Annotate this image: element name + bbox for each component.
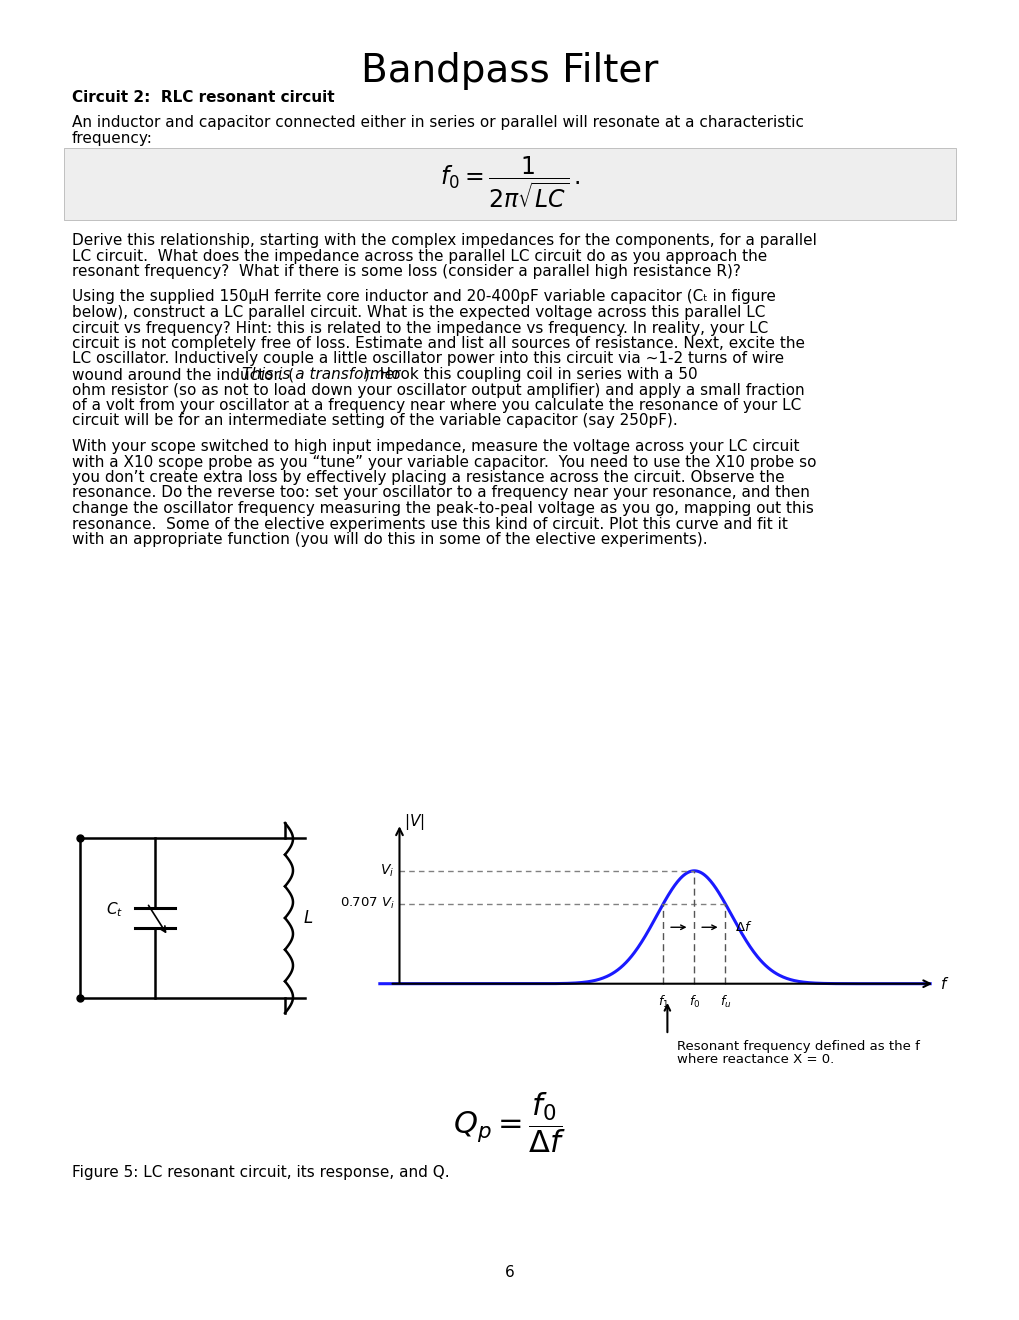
Text: circuit vs frequency? Hint: this is related to the impedance vs frequency. In re: circuit vs frequency? Hint: this is rela…: [72, 321, 767, 335]
Text: $V_i$: $V_i$: [380, 862, 394, 879]
Text: resonant frequency?  What if there is some loss (consider a parallel high resist: resonant frequency? What if there is som…: [72, 264, 740, 279]
Text: with an appropriate function (you will do this in some of the elective experimen: with an appropriate function (you will d…: [72, 532, 707, 546]
Text: change the oscillator frequency measuring the peak-to-peal voltage as you go, ma: change the oscillator frequency measurin…: [72, 502, 813, 516]
Text: This is a transformer: This is a transformer: [242, 367, 400, 381]
Text: $f_0 = \dfrac{1}{2\pi\sqrt{LC}}\,.$: $f_0 = \dfrac{1}{2\pi\sqrt{LC}}\,.$: [439, 154, 580, 210]
Text: Circuit 2:  RLC resonant circuit: Circuit 2: RLC resonant circuit: [72, 90, 334, 106]
Text: $f_u$: $f_u$: [719, 994, 731, 1010]
Text: ). Hook this coupling coil in series with a 50: ). Hook this coupling coil in series wit…: [364, 367, 697, 381]
Text: Resonant frequency defined as the f: Resonant frequency defined as the f: [677, 1040, 919, 1053]
Text: $C_t$: $C_t$: [106, 900, 123, 919]
Text: where reactance X = 0.: where reactance X = 0.: [677, 1053, 834, 1067]
Text: $\Delta f$: $\Delta f$: [735, 920, 752, 935]
Text: $Q_p = \dfrac{f_0}{\Delta f}$: $Q_p = \dfrac{f_0}{\Delta f}$: [452, 1090, 567, 1155]
Text: Figure 5: LC resonant circuit, its response, and Q.: Figure 5: LC resonant circuit, its respo…: [72, 1166, 449, 1180]
Text: frequency:: frequency:: [72, 131, 153, 147]
Text: $f_0$: $f_0$: [688, 994, 699, 1010]
Text: of a volt from your oscillator at a frequency near where you calculate the reson: of a volt from your oscillator at a freq…: [72, 399, 801, 413]
Text: LC circuit.  What does the impedance across the parallel LC circuit do as you ap: LC circuit. What does the impedance acro…: [72, 248, 766, 264]
Text: $L$: $L$: [303, 909, 313, 927]
Text: circuit will be for an intermediate setting of the variable capacitor (say 250pF: circuit will be for an intermediate sett…: [72, 413, 677, 429]
Text: $f$: $f$: [940, 975, 949, 991]
Text: circuit is not completely free of loss. Estimate and list all sources of resista: circuit is not completely free of loss. …: [72, 337, 804, 351]
Text: you don’t create extra loss by effectively placing a resistance across the circu: you don’t create extra loss by effective…: [72, 470, 784, 484]
Text: Using the supplied 150μH ferrite core inductor and 20-400pF variable capacitor (: Using the supplied 150μH ferrite core in…: [72, 289, 775, 305]
Text: $0.707\ V_i$: $0.707\ V_i$: [339, 896, 394, 911]
Text: LC oscillator. Inductively couple a little oscillator power into this circuit vi: LC oscillator. Inductively couple a litt…: [72, 351, 784, 367]
Text: $f_1$: $f_1$: [657, 994, 668, 1010]
Text: $|V|$: $|V|$: [404, 812, 425, 832]
Text: resonance.  Some of the elective experiments use this kind of circuit. Plot this: resonance. Some of the elective experime…: [72, 516, 787, 532]
Text: resonance. Do the reverse too: set your oscillator to a frequency near your reso: resonance. Do the reverse too: set your …: [72, 486, 809, 500]
Text: ohm resistor (so as not to load down your oscillator output amplifier) and apply: ohm resistor (so as not to load down you…: [72, 383, 804, 397]
Text: with a X10 scope probe as you “tune” your variable capacitor.  You need to use t: with a X10 scope probe as you “tune” you…: [72, 454, 815, 470]
Text: 6: 6: [504, 1265, 515, 1280]
Text: below), construct a LC parallel circuit. What is the expected voltage across thi: below), construct a LC parallel circuit.…: [72, 305, 764, 319]
Text: Derive this relationship, starting with the complex impedances for the component: Derive this relationship, starting with …: [72, 234, 816, 248]
Text: An inductor and capacitor connected either in series or parallel will resonate a: An inductor and capacitor connected eith…: [72, 115, 803, 129]
Text: With your scope switched to high input impedance, measure the voltage across you: With your scope switched to high input i…: [72, 440, 799, 454]
Text: wound around the inductor. (: wound around the inductor. (: [72, 367, 293, 381]
FancyBboxPatch shape: [64, 148, 955, 220]
Text: Bandpass Filter: Bandpass Filter: [361, 51, 658, 90]
